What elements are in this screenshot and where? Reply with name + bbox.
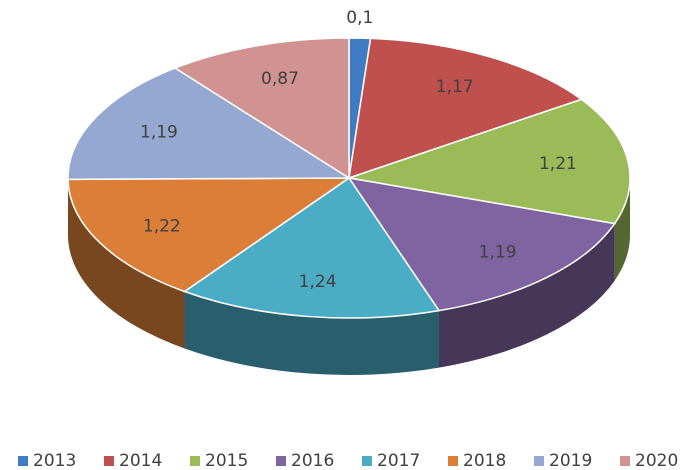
legend-label: 2013 (33, 451, 76, 470)
data-label: 1,24 (299, 272, 337, 292)
pie-wall (184, 291, 440, 375)
pie-slice (67, 67, 352, 181)
pie-slice (67, 177, 352, 293)
legend-swatch (276, 456, 286, 466)
legend-label: 2017 (377, 451, 420, 470)
pie-slice (348, 37, 584, 180)
data-label: 1,22 (143, 216, 181, 236)
pie-slice (173, 37, 350, 180)
legend-label: 2020 (635, 451, 678, 470)
data-label: 0,1 (346, 8, 373, 28)
data-label: 1,21 (539, 154, 577, 174)
legend-label: 2018 (463, 451, 506, 470)
legend-label: 2019 (549, 451, 592, 470)
data-label: 1,19 (479, 242, 517, 262)
legend-swatch (190, 456, 200, 466)
data-label: 1,19 (140, 123, 178, 143)
pie-slice (347, 176, 616, 312)
legend-swatch (18, 456, 28, 466)
legend-label: 2015 (205, 451, 248, 470)
legend-swatch (362, 456, 372, 466)
legend-swatch (104, 456, 114, 466)
legend-swatch (620, 456, 630, 466)
pie-slice (182, 176, 441, 319)
pie-slice (348, 98, 631, 225)
legend-swatch (534, 456, 544, 466)
legend-label: 2016 (291, 451, 334, 470)
data-label: 0,87 (261, 69, 299, 89)
pie-wall (614, 178, 630, 281)
data-label: 1,17 (436, 77, 474, 97)
legend-label: 2014 (119, 451, 162, 470)
pie-wall (439, 223, 615, 368)
legend-swatch (448, 456, 458, 466)
